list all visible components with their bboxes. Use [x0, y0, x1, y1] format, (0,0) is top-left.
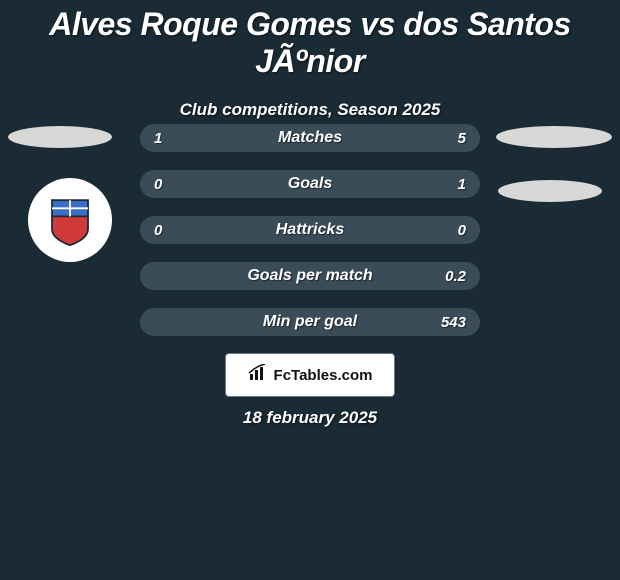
bar-chart-icon: [248, 364, 268, 386]
stat-row: Goals per match 0.2: [140, 262, 480, 290]
page-subtitle: Club competitions, Season 2025: [0, 100, 620, 120]
club-badge-left: [28, 178, 112, 262]
stat-value-right: 0: [458, 222, 466, 239]
club-logo-right-placeholder: [498, 180, 602, 202]
stat-value-left: 0: [154, 176, 162, 193]
stat-label: Goals: [288, 175, 332, 193]
stat-value-right: 543: [441, 314, 466, 331]
stat-value-right: 0.2: [445, 268, 466, 285]
player-photo-right-placeholder: [496, 126, 612, 148]
stat-row: 1 Matches 5: [140, 124, 480, 152]
brand-text: FcTables.com: [274, 367, 373, 384]
stat-label: Matches: [278, 129, 342, 147]
stat-value-left: 0: [154, 222, 162, 239]
club-shield-icon: [43, 193, 97, 247]
stat-label: Goals per match: [247, 267, 372, 285]
stats-table: 1 Matches 5 0 Goals 1 0 Hattricks 0 Goals per mat…: [140, 124, 480, 354]
player-photo-left-placeholder: [8, 126, 112, 148]
snapshot-date: 18 february 2025: [243, 408, 377, 428]
stat-row: 0 Hattricks 0: [140, 216, 480, 244]
stat-value-right: 5: [458, 130, 466, 147]
brand-watermark: FcTables.com: [225, 353, 395, 397]
stat-value-left: 1: [154, 130, 162, 147]
stat-value-right: 1: [458, 176, 466, 193]
stat-label: Min per goal: [263, 313, 357, 331]
stat-label: Hattricks: [276, 221, 344, 239]
page-title: Alves Roque Gomes vs dos Santos JÃºnior: [0, 0, 620, 80]
stat-row: Min per goal 543: [140, 308, 480, 336]
stat-row: 0 Goals 1: [140, 170, 480, 198]
